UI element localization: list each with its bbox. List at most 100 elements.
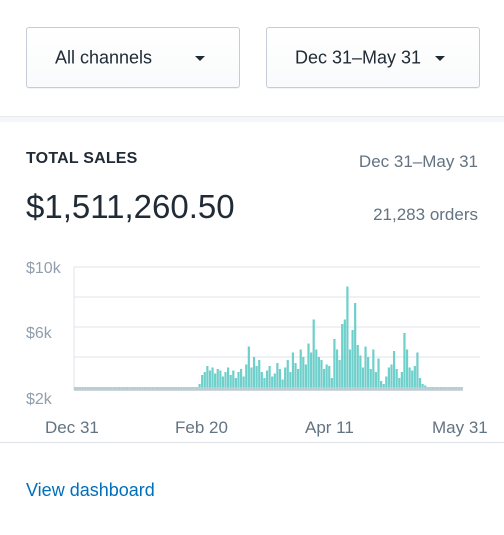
chart-bar	[346, 286, 349, 390]
chart-bar	[232, 370, 235, 390]
chart-bar	[322, 369, 326, 390]
chart-bar	[271, 376, 274, 390]
chevron-down-icon	[195, 55, 205, 61]
chart-bar	[356, 345, 359, 390]
chart-bar	[338, 360, 341, 390]
chart-bar	[335, 349, 339, 390]
y-tick-label: $10k	[26, 260, 61, 277]
chart-bar	[289, 372, 292, 390]
chart-bar	[224, 372, 227, 390]
chart-bar	[325, 364, 328, 390]
chart-bar	[315, 349, 318, 390]
chart-bar	[265, 370, 269, 390]
sales-chart: $10k $6k $2k Dec 31 Feb 20 Apr 11 May 31	[0, 254, 504, 444]
chart-bar	[341, 324, 344, 390]
chart-bar	[390, 364, 393, 390]
chart-bar	[214, 373, 217, 390]
chart-bar	[237, 372, 240, 390]
chart-bar	[286, 360, 289, 390]
chart-bar	[278, 369, 282, 390]
chart-bar	[380, 381, 383, 390]
chart-bar	[403, 333, 406, 390]
chart-bar	[219, 370, 222, 390]
chart-bar	[398, 378, 401, 390]
chart-bar	[330, 378, 333, 390]
date-range-select[interactable]: Dec 31–May 31	[266, 27, 480, 88]
chart-bar	[252, 357, 256, 390]
view-dashboard-link[interactable]: View dashboard	[26, 480, 155, 500]
chart-bar	[354, 303, 357, 390]
total-sales-value: $1,511,260.50	[26, 188, 235, 225]
chart-baseline	[74, 387, 463, 391]
chart-bar	[216, 369, 219, 390]
card-date-range: Dec 31–May 31	[358, 152, 478, 171]
chart-bar	[227, 367, 230, 390]
card-title: TOTAL SALES	[26, 150, 138, 167]
chart-bar	[369, 369, 372, 390]
x-tick-label: Dec 31	[45, 418, 99, 437]
chart-bar	[211, 367, 214, 390]
chart-bar	[312, 319, 315, 390]
chart-bar	[273, 373, 276, 390]
chevron-down-icon	[435, 55, 445, 61]
orders-count: 21,283 orders	[373, 205, 478, 224]
chart-bar	[260, 372, 263, 390]
chart-bar	[317, 357, 320, 390]
chart-bar	[206, 366, 209, 390]
channel-select[interactable]: All channels	[26, 27, 240, 88]
chart-bar	[343, 319, 346, 390]
chart-bar	[229, 375, 232, 390]
chart-bar	[250, 367, 253, 390]
chart-bar	[245, 364, 248, 390]
chart-bar	[291, 352, 295, 390]
chart-bar	[281, 379, 284, 390]
chart-bar	[255, 366, 258, 390]
date-range-select-value: Dec 31–May 31	[295, 47, 422, 67]
filter-bar: All channels Dec 31–May 31	[0, 0, 504, 116]
chart-bar	[392, 351, 396, 390]
chart-bar	[320, 360, 323, 390]
chart-bar	[351, 330, 354, 390]
chart-bar	[234, 378, 237, 390]
chart-bar	[385, 376, 388, 390]
y-tick-label: $6k	[26, 325, 52, 342]
chart-bar	[333, 339, 336, 390]
x-tick-label: May 31	[432, 418, 488, 437]
chart-bar	[276, 363, 279, 390]
chart-bar	[359, 355, 362, 390]
chart-bar	[208, 370, 212, 390]
total-sales-card: TOTAL SALES Dec 31–May 31 $1,511,260.50 …	[0, 122, 504, 535]
chart-bar	[307, 343, 310, 390]
chart-bar	[413, 366, 416, 390]
section-divider	[0, 116, 504, 122]
chart-bar	[364, 346, 367, 390]
chart-bar	[361, 367, 365, 390]
chart-bar	[418, 378, 422, 390]
x-tick-label: Apr 11	[305, 418, 354, 437]
x-tick-label: Feb 20	[175, 418, 228, 437]
chart-bar	[299, 349, 302, 390]
sales-chart-plot	[73, 266, 480, 391]
chart-bar	[302, 357, 305, 390]
chart-bar	[405, 349, 409, 390]
chart-bar	[258, 360, 261, 390]
chart-bar	[416, 352, 419, 390]
channel-select-value: All channels	[55, 47, 153, 67]
chart-bar	[348, 349, 352, 390]
y-tick-label: $2k	[26, 391, 52, 408]
chart-bar	[408, 367, 411, 390]
chart-bar	[263, 378, 266, 390]
chart-bar	[372, 349, 375, 390]
chart-bar	[294, 363, 297, 390]
card-divider	[0, 442, 504, 443]
chart-bar	[328, 366, 331, 390]
chart-bar	[387, 367, 390, 390]
chart-bar	[239, 369, 243, 390]
chart-bar	[400, 372, 403, 390]
chart-bar	[304, 364, 308, 390]
chart-bar	[309, 352, 313, 390]
chart-bar	[242, 376, 245, 390]
chart-bar	[221, 376, 225, 390]
chart-bar	[203, 372, 206, 390]
chart-bar	[374, 372, 378, 390]
